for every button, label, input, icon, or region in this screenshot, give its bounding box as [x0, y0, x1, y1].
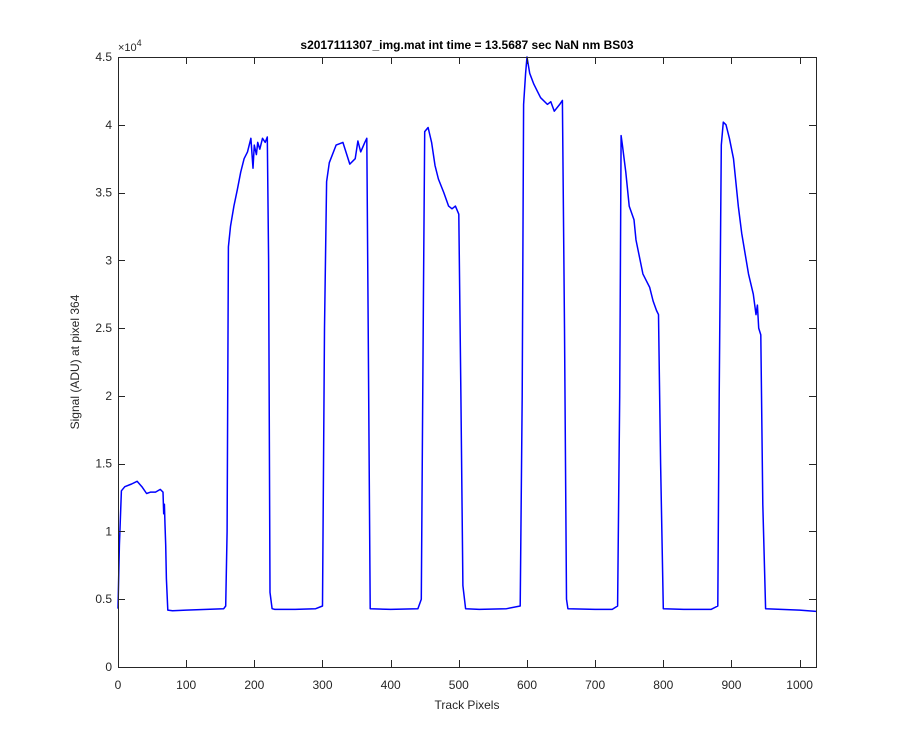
x-tick-label: 200	[244, 678, 264, 692]
x-tick-label: 100	[176, 678, 196, 692]
y-tick-label: 2	[105, 389, 112, 403]
y-tick-label: 4.5	[95, 50, 112, 64]
x-tick-label: 300	[312, 678, 332, 692]
y-tick-label: 4	[105, 118, 112, 132]
series-layer	[117, 56, 817, 613]
x-tick-label: 1000	[786, 678, 813, 692]
x-tick-label: 0	[115, 678, 122, 692]
y-axis-exponent-base: ×10	[118, 42, 137, 54]
y-axis-label: Signal (ADU) at pixel 364	[68, 294, 82, 429]
y-tick-label: 2.5	[95, 321, 112, 335]
y-axis-exponent-power: 4	[137, 38, 142, 48]
chart-title: s2017111307_img.mat int time = 13.5687 s…	[300, 38, 634, 52]
x-axis-label: Track Pixels	[435, 698, 500, 712]
ticks-layer: 0 100 200 300 400 500 600 700 800 900 1000 0 0.5 1 1.5…	[95, 50, 816, 692]
y-tick-label: 0.5	[95, 592, 112, 606]
y-tick-label: 0	[105, 660, 112, 674]
plot-area	[118, 57, 816, 667]
x-tick-label: 800	[653, 678, 673, 692]
y-tick-label: 1.5	[95, 457, 112, 471]
x-tick-label: 400	[381, 678, 401, 692]
y-axis-exponent: ×104	[118, 38, 142, 54]
y-tick-label: 3.5	[95, 186, 112, 200]
x-tick-label: 900	[721, 678, 741, 692]
x-tick-label: 500	[449, 678, 469, 692]
series-line	[117, 56, 817, 613]
plot-frame	[118, 57, 817, 668]
x-tick-label: 700	[585, 678, 605, 692]
y-tick-label: 1	[105, 524, 112, 538]
y-tick-label: 3	[105, 253, 112, 267]
x-tick-label: 600	[517, 678, 537, 692]
